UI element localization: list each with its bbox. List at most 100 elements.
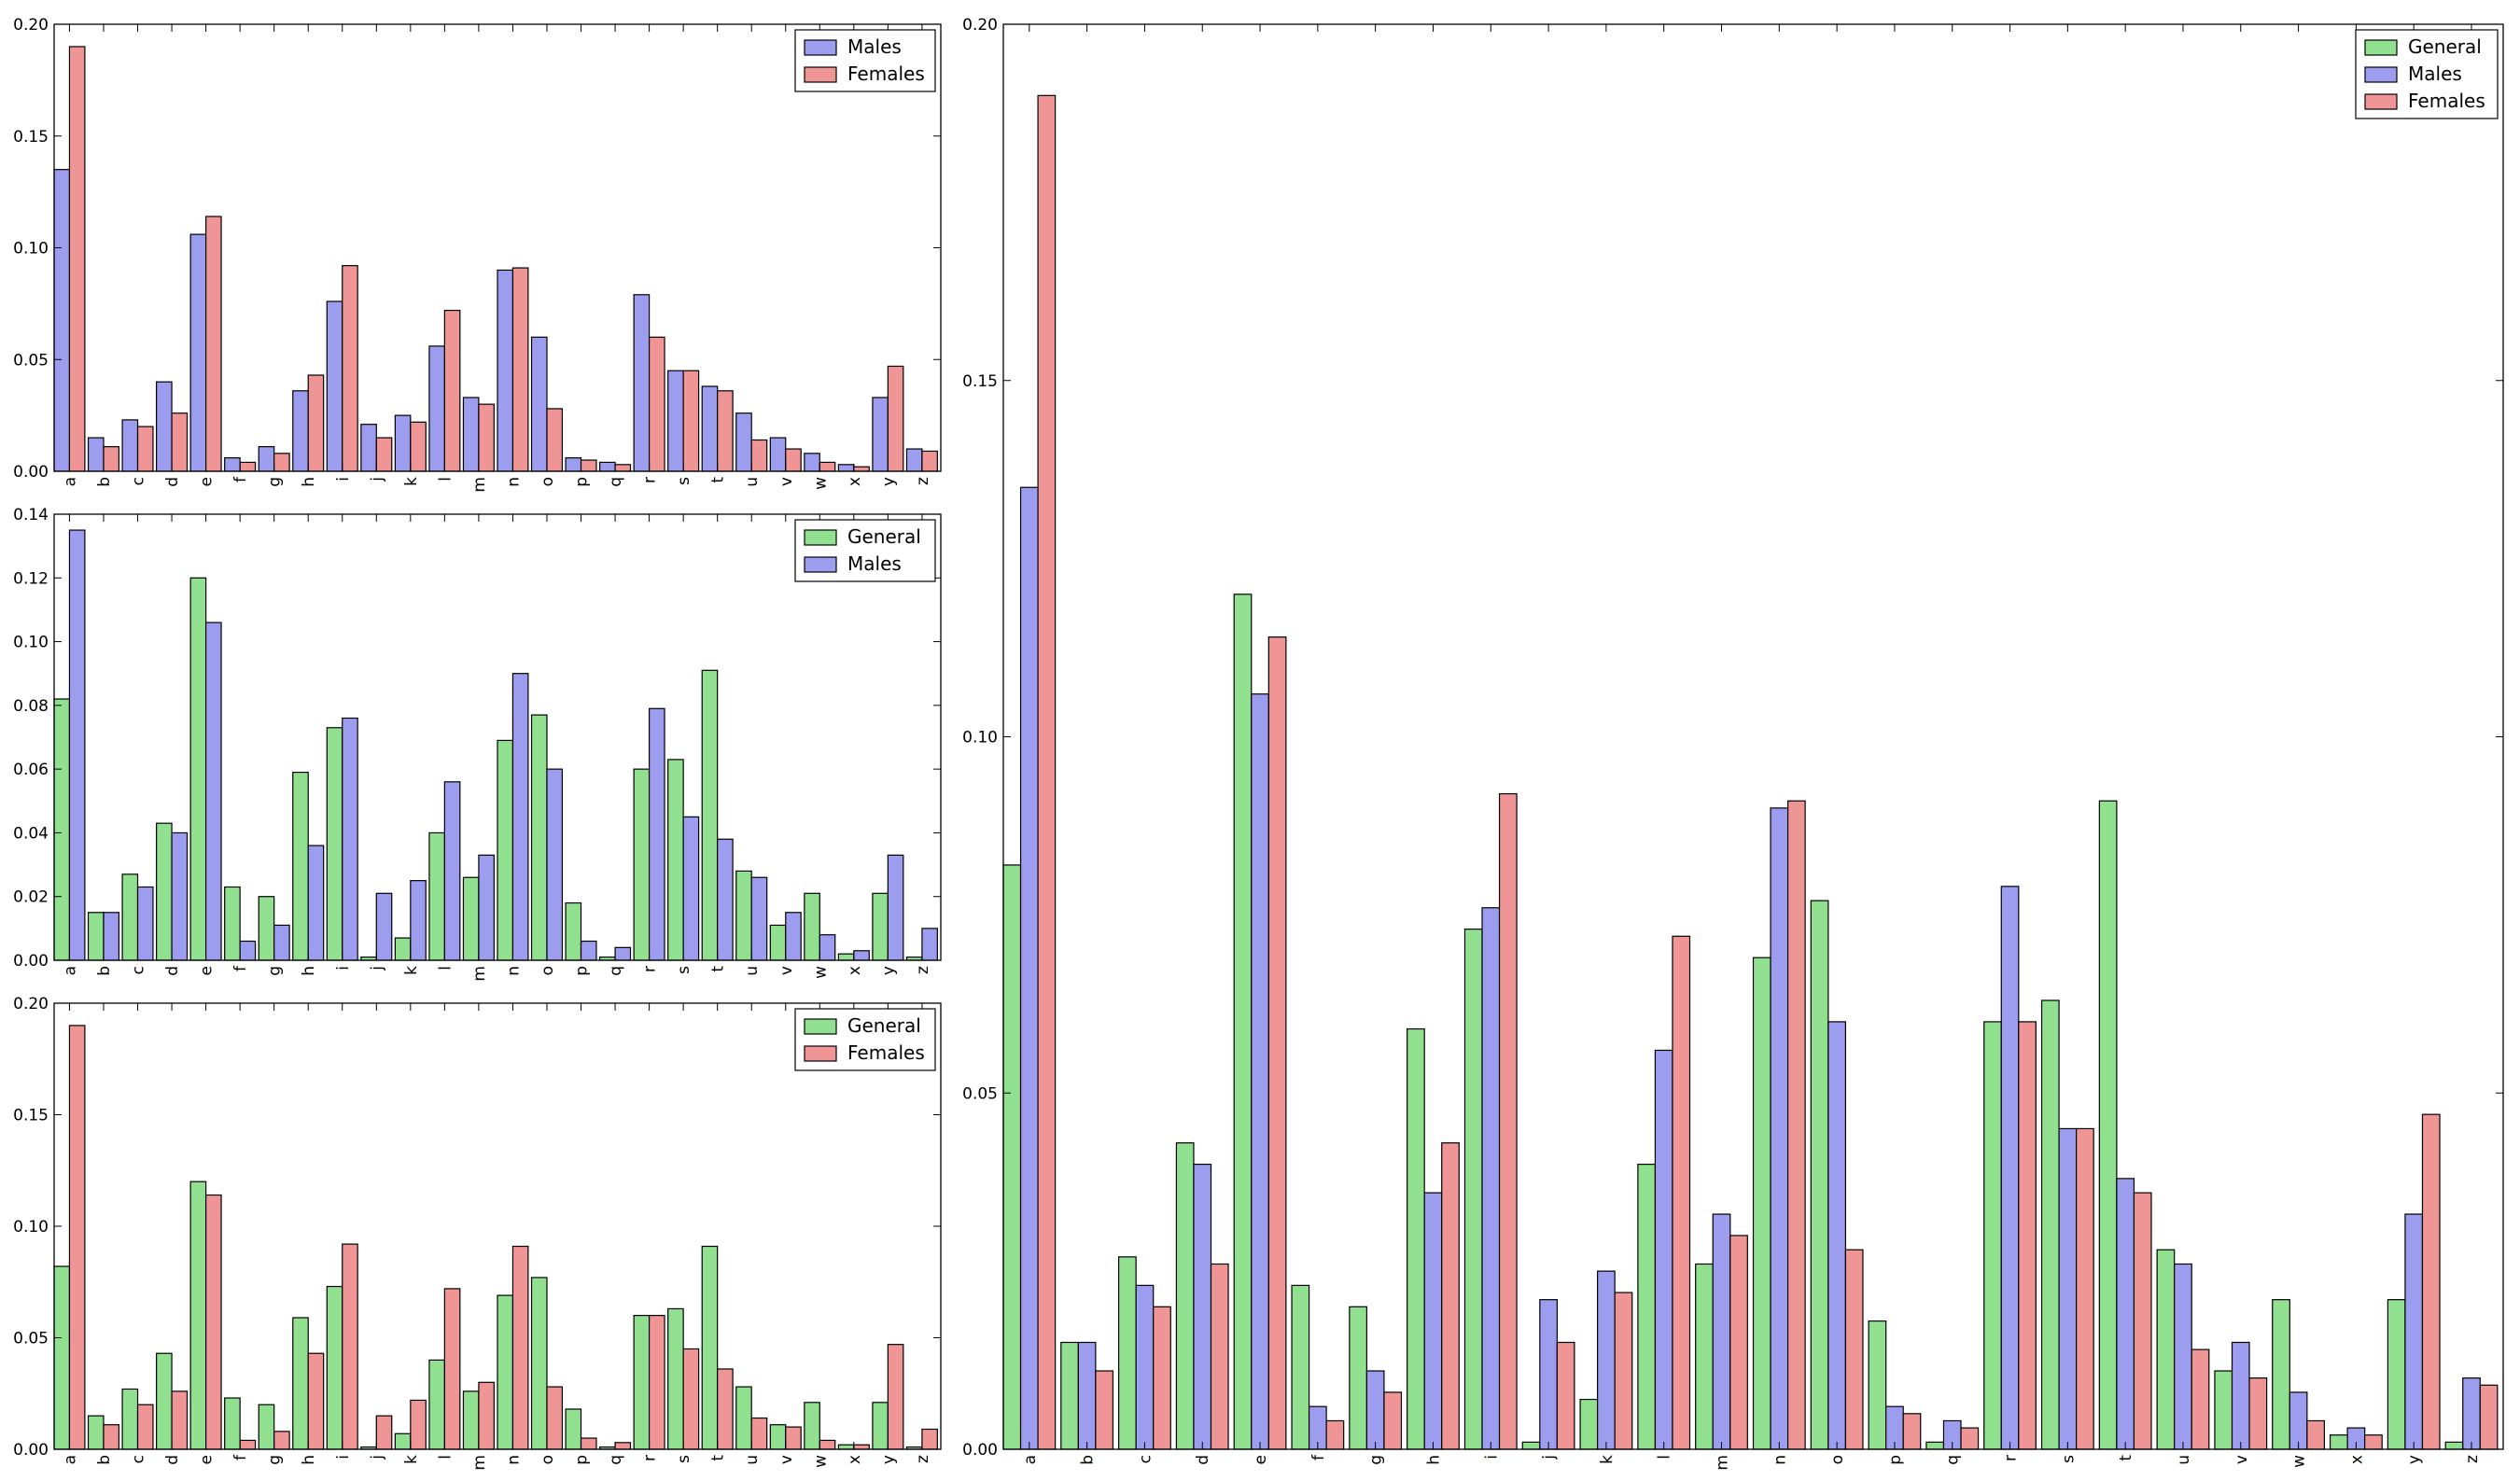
bar-females-s (682, 1348, 700, 1450)
x-tick-label: u (2175, 1455, 2193, 1465)
bar-males-g (1365, 1370, 1385, 1450)
x-tick-label: o (539, 1455, 557, 1464)
bar-males-h (307, 845, 325, 961)
x-tick-label: q (607, 477, 625, 487)
y-tick-label: 0.00 (13, 463, 49, 482)
x-tick-label: g (266, 1455, 285, 1465)
bar-general-y (2387, 1299, 2406, 1450)
x-tick-label: j (1540, 1455, 1559, 1460)
bar-general-a (53, 698, 71, 961)
x-tick-label: k (402, 477, 421, 486)
bar-females-g (273, 453, 290, 472)
x-tick-label: u (743, 1455, 762, 1465)
x-tick-label: d (1194, 1455, 1212, 1465)
legend-label-males: Males (847, 552, 902, 575)
bar-males-o (530, 336, 548, 472)
bar-males-h (1423, 1192, 1443, 1450)
y-tick-label: 0.20 (13, 16, 49, 35)
legend-label-general: General (847, 525, 921, 548)
bar-females-w (2306, 1419, 2325, 1450)
bar-males-e (189, 233, 207, 472)
bar-females-r (2018, 1021, 2037, 1450)
bar-males-k (394, 414, 412, 472)
x-tick-label: u (743, 477, 762, 487)
x-tick-label: h (300, 966, 318, 976)
x-tick-label: p (573, 1455, 592, 1465)
bar-general-k (1579, 1398, 1599, 1450)
bar-general-s (667, 1307, 684, 1450)
bar-males-m (1712, 1213, 1731, 1450)
bar-females-t (717, 390, 734, 472)
bar-males-t (717, 838, 734, 961)
x-tick-label: b (95, 966, 114, 976)
bar-males-v (2231, 1341, 2250, 1450)
bar-males-v (769, 437, 787, 472)
bar-general-v (769, 924, 787, 961)
bar-males-n (497, 269, 514, 472)
bar-males-p (565, 457, 582, 472)
x-tick-label: v (777, 1455, 796, 1464)
x-tick-label: z (914, 477, 932, 485)
x-tick-label: f (231, 476, 250, 482)
bar-females-u (750, 1417, 768, 1450)
bar-males-b (1077, 1341, 1097, 1450)
x-tick-label: f (231, 1454, 250, 1460)
x-tick-label: w (811, 1455, 830, 1468)
bar-females-x (853, 466, 870, 472)
bar-general-i (326, 1285, 343, 1450)
bar-males-y (887, 854, 904, 961)
bar-males-m (478, 854, 495, 961)
bar-general-p (565, 901, 582, 961)
bar-females-h (307, 1352, 325, 1450)
x-tick-label: a (61, 477, 79, 486)
x-tick-label: y (879, 966, 898, 975)
bar-females-s (2076, 1127, 2094, 1450)
bar-females-f (1325, 1419, 1345, 1450)
x-tick-label: a (1021, 1455, 1040, 1464)
bar-males-o (546, 768, 564, 961)
bar-females-h (307, 374, 325, 472)
bar-general-h (292, 771, 309, 961)
bar-general-s (2040, 999, 2060, 1450)
x-tick-label: i (334, 1455, 353, 1460)
bar-males-o (1827, 1021, 1846, 1450)
x-tick-label: m (470, 1455, 489, 1471)
x-tick-label: t (709, 1455, 728, 1461)
bar-general-v (2214, 1370, 2233, 1450)
legend-label-females: Females (2408, 90, 2485, 112)
bar-males-f (239, 940, 257, 961)
x-tick-label: o (1828, 1455, 1847, 1464)
bar-females-q (614, 464, 632, 472)
bar-females-y (887, 1344, 904, 1450)
x-tick-label: s (675, 966, 693, 974)
bar-males-i (342, 717, 358, 961)
bar-males-g (273, 924, 290, 961)
legend-label-males: Males (2408, 63, 2462, 85)
bar-females-a (68, 1025, 86, 1450)
legend-swatch-females (2364, 93, 2398, 110)
bar-general-k (394, 937, 412, 961)
x-tick-label: w (811, 966, 830, 979)
bar-males-w (804, 453, 820, 472)
bar-females-l (443, 1288, 461, 1450)
bar-general-g (258, 896, 275, 961)
bar-general-p (1868, 1320, 1887, 1450)
x-tick-label: e (198, 477, 217, 486)
bar-males-d (171, 831, 189, 961)
bar-general-g (1349, 1306, 1367, 1450)
x-tick-label: n (1771, 1455, 1789, 1465)
bar-males-r (648, 707, 665, 961)
bar-general-d (156, 822, 173, 961)
bar-general-w (804, 1402, 820, 1450)
bar-females-p (1902, 1413, 1922, 1450)
bar-males-f (224, 457, 241, 472)
x-tick-label: i (334, 966, 353, 971)
bar-females-u (750, 439, 768, 472)
bar-females-p (580, 1437, 597, 1450)
x-tick-label: k (1598, 1455, 1617, 1464)
x-tick-label: c (130, 477, 148, 485)
bar-males-z (921, 928, 938, 961)
x-tick-label: e (1252, 1455, 1270, 1464)
x-tick-label: c (130, 966, 148, 974)
